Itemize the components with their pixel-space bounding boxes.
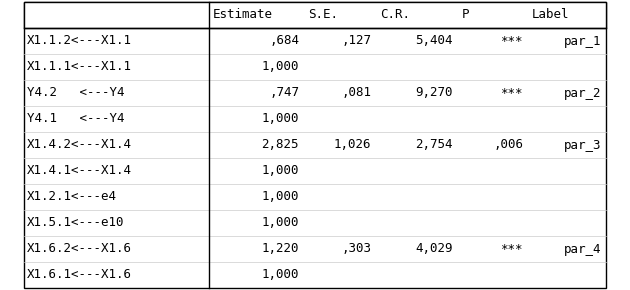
- Text: ,303: ,303: [341, 242, 371, 255]
- Text: X1.1.2<---X1.1: X1.1.2<---X1.1: [27, 35, 132, 48]
- Text: 1,000: 1,000: [261, 61, 299, 73]
- Text: par_1: par_1: [563, 35, 601, 48]
- Text: 2,825: 2,825: [261, 139, 299, 151]
- Text: 5,404: 5,404: [416, 35, 453, 48]
- Text: ,684: ,684: [269, 35, 299, 48]
- Text: ***: ***: [500, 35, 523, 48]
- Text: 2,754: 2,754: [416, 139, 453, 151]
- Text: X1.2.1<---e4: X1.2.1<---e4: [27, 191, 117, 204]
- Text: 1,000: 1,000: [261, 113, 299, 126]
- Text: Y4.1   <---Y4: Y4.1 <---Y4: [27, 113, 125, 126]
- Text: S.E.: S.E.: [308, 8, 338, 21]
- Text: ,081: ,081: [341, 86, 371, 99]
- Text: ***: ***: [500, 86, 523, 99]
- Text: 1,220: 1,220: [261, 242, 299, 255]
- Text: C.R.: C.R.: [380, 8, 410, 21]
- Text: ***: ***: [500, 242, 523, 255]
- Text: X1.5.1<---e10: X1.5.1<---e10: [27, 217, 125, 229]
- Text: 1,000: 1,000: [261, 164, 299, 177]
- Text: 1,000: 1,000: [261, 217, 299, 229]
- Text: ,006: ,006: [493, 139, 523, 151]
- Text: X1.6.2<---X1.6: X1.6.2<---X1.6: [27, 242, 132, 255]
- Text: X1.6.1<---X1.6: X1.6.1<---X1.6: [27, 269, 132, 282]
- Text: Y4.2   <---Y4: Y4.2 <---Y4: [27, 86, 125, 99]
- Text: X1.4.2<---X1.4: X1.4.2<---X1.4: [27, 139, 132, 151]
- Text: Label: Label: [532, 8, 570, 21]
- Text: 9,270: 9,270: [416, 86, 453, 99]
- Text: X1.1.1<---X1.1: X1.1.1<---X1.1: [27, 61, 132, 73]
- Text: ,747: ,747: [269, 86, 299, 99]
- Text: 1,000: 1,000: [261, 191, 299, 204]
- Text: par_2: par_2: [563, 86, 601, 99]
- Text: par_4: par_4: [563, 242, 601, 255]
- Text: 1,000: 1,000: [261, 269, 299, 282]
- Text: X1.4.1<---X1.4: X1.4.1<---X1.4: [27, 164, 132, 177]
- Text: par_3: par_3: [563, 139, 601, 151]
- Text: 4,029: 4,029: [416, 242, 453, 255]
- Text: Estimate: Estimate: [213, 8, 273, 21]
- Text: ,127: ,127: [341, 35, 371, 48]
- Bar: [24, 2, 606, 28]
- Text: P: P: [462, 8, 469, 21]
- Text: 1,026: 1,026: [333, 139, 371, 151]
